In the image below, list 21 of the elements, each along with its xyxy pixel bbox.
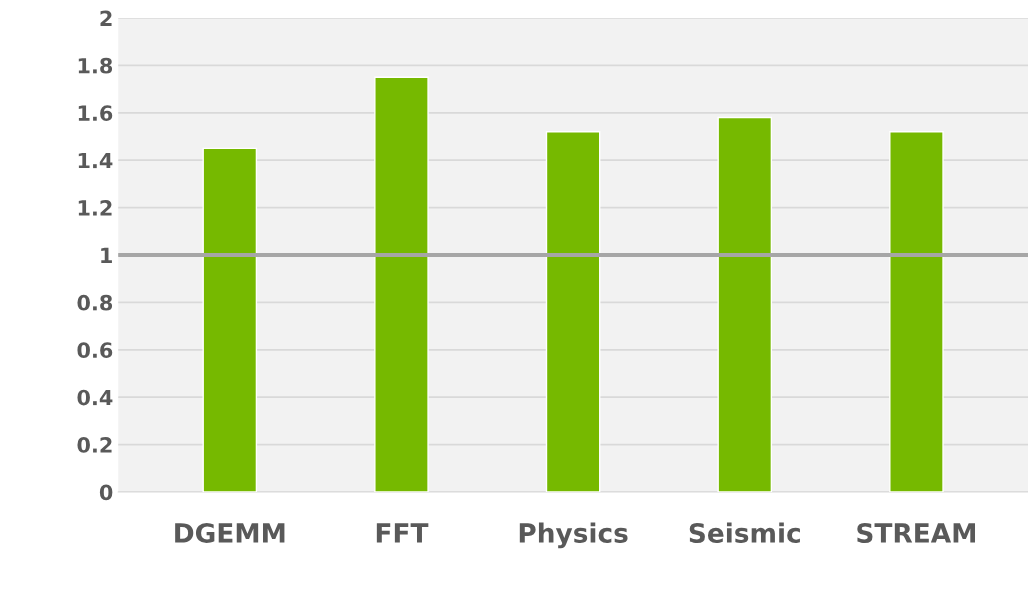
y-tick-label: 0.6 [77,342,113,359]
y-tick-label: 1.6 [78,105,113,122]
x-tick-label: Physics [519,522,628,549]
x-tick-label: STREAM [857,523,976,543]
y-tick-label: 1.2 [78,200,112,216]
y-tick-label: 0.2 [77,437,112,453]
x-tick-label: DGEMM [175,523,285,543]
y-tick-label: 2 [100,10,112,26]
y-tick-label: 0.4 [77,389,113,406]
y-tick-label: 0 [99,484,113,501]
bar [717,116,773,492]
bar [545,131,601,492]
x-tick-label: FFT [376,523,429,543]
x-tick-label: Seismic [689,522,800,543]
y-tick-label: 1 [101,247,112,263]
bar [202,147,258,492]
y-tick-label: 1.8 [78,57,113,74]
y-tick-label: 1.4 [78,152,113,169]
y-tick-label: 0.8 [77,294,113,311]
bar [374,76,429,492]
bar [889,131,944,492]
